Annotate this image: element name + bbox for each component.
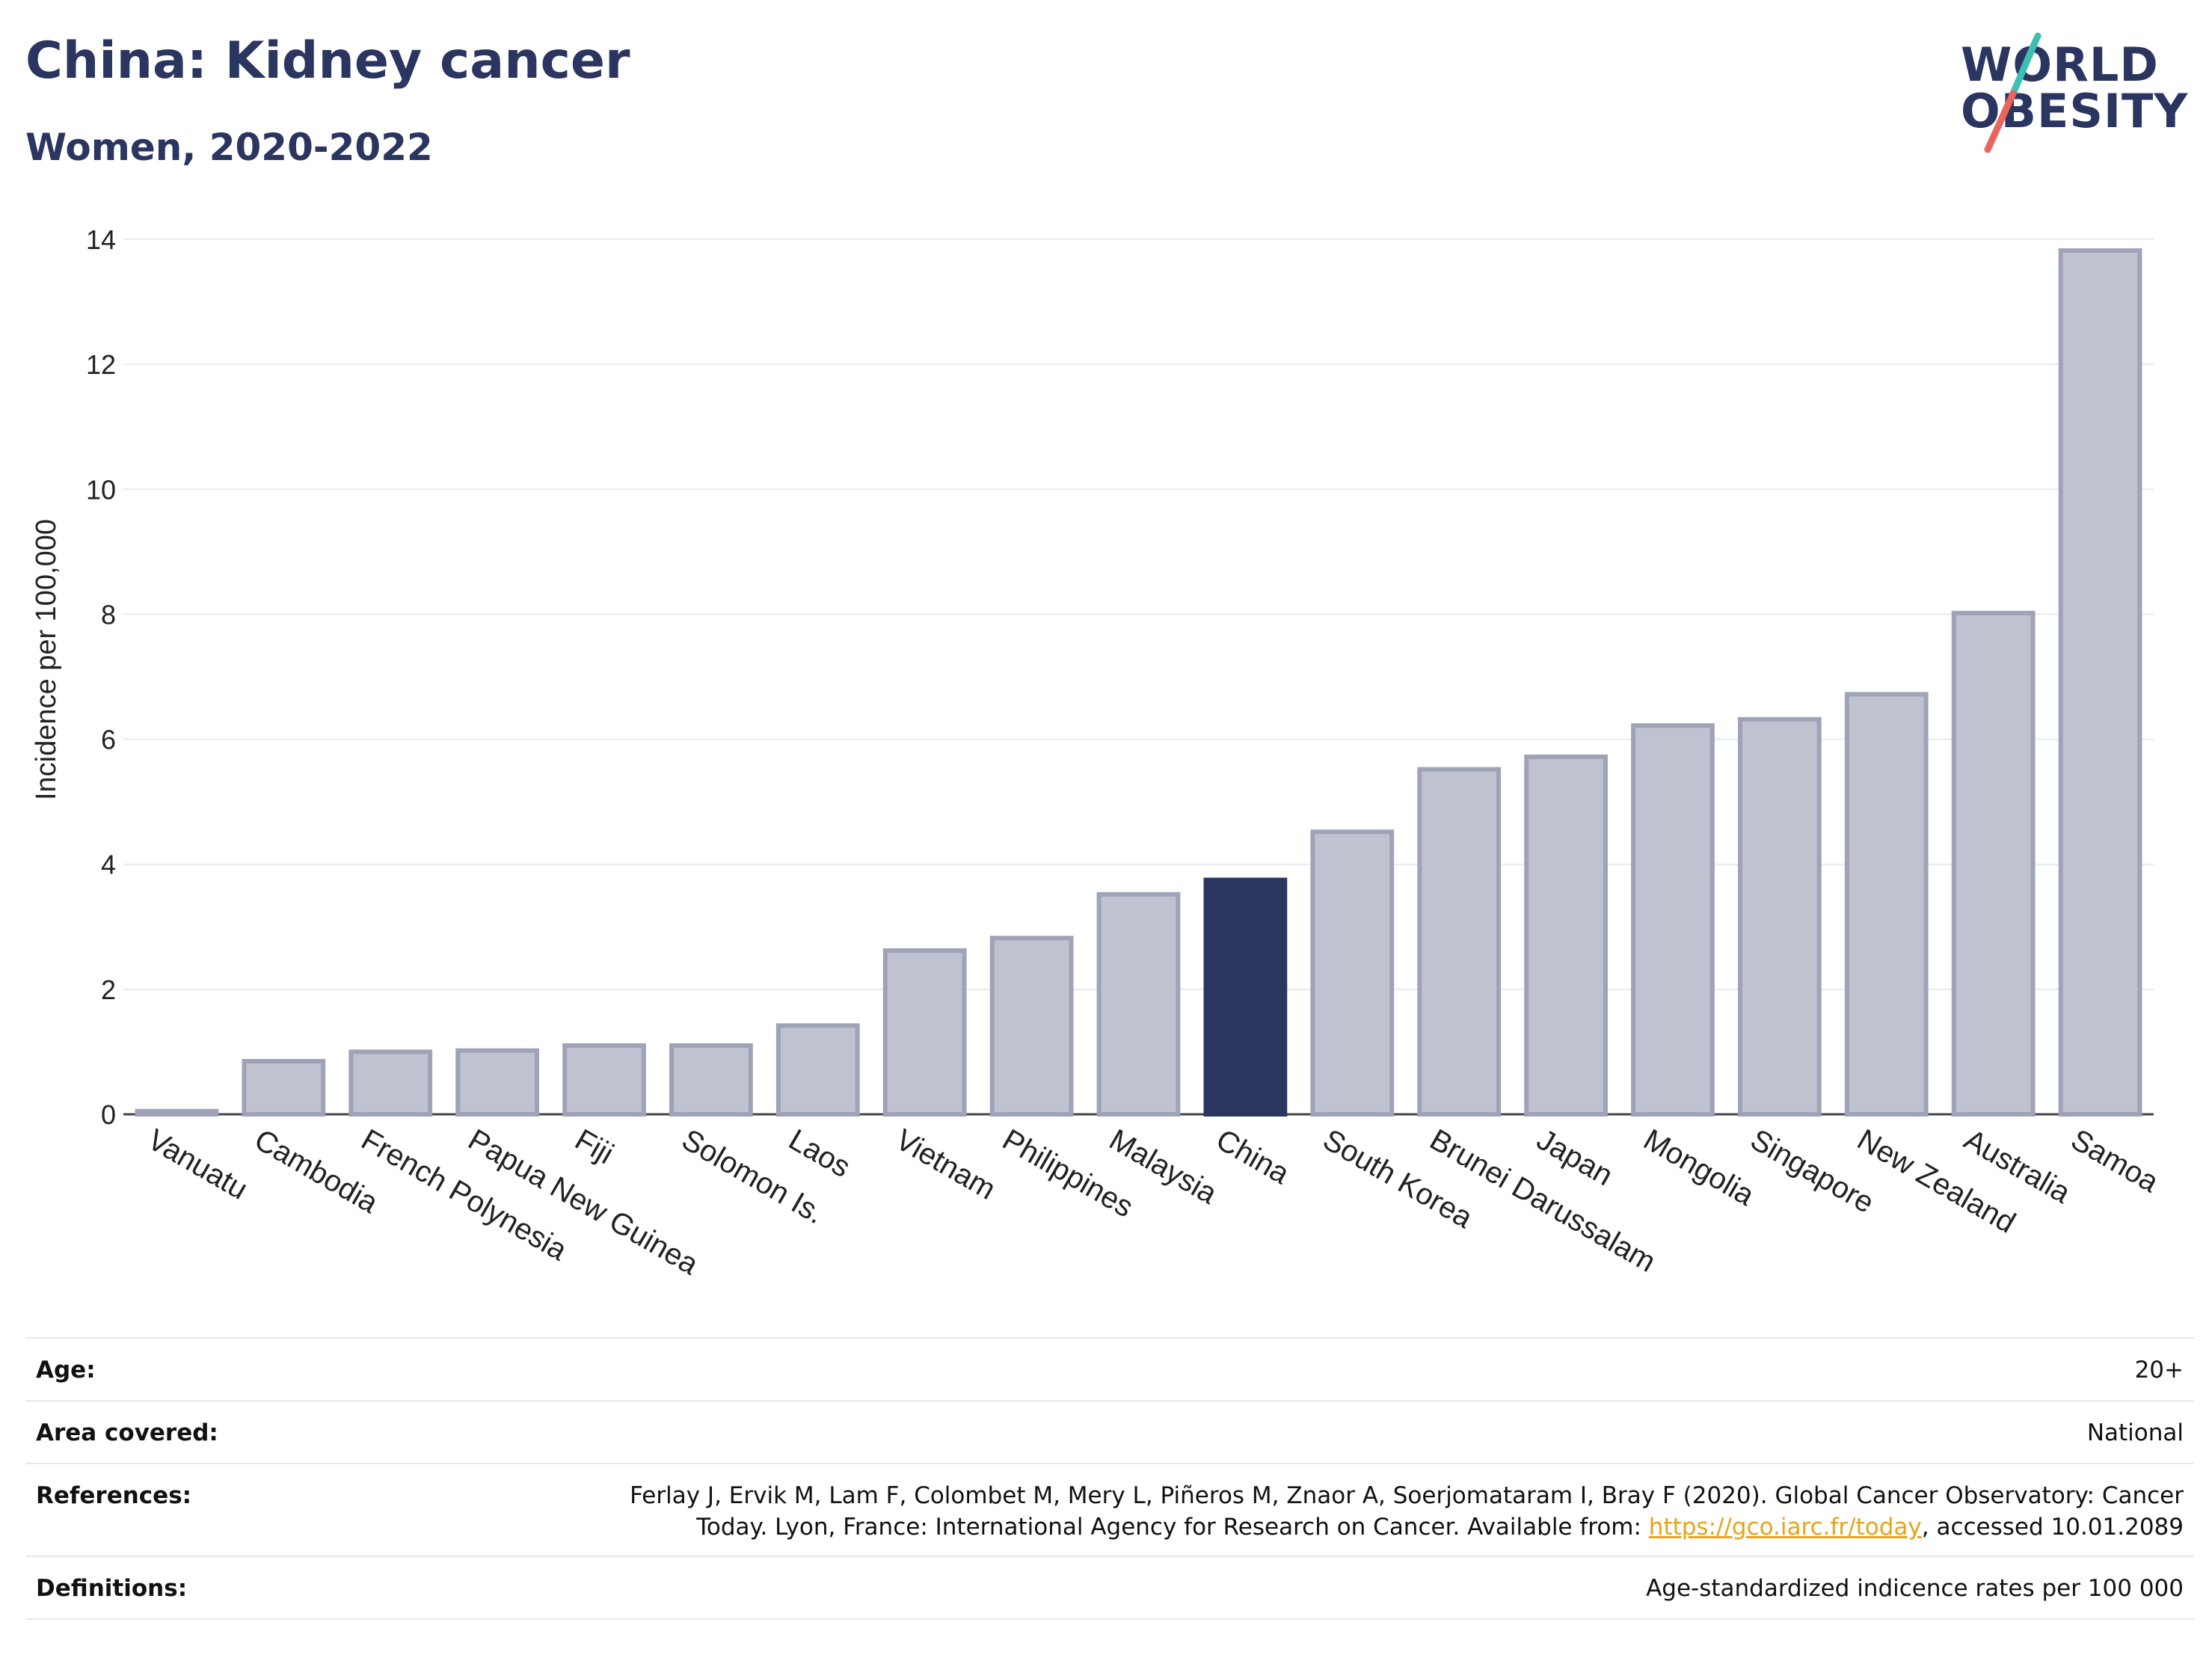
footer-value: National (2086, 1419, 2184, 1446)
chart-title: China: Kidney cancer (25, 31, 630, 90)
bar-brunei-darussalam (1417, 767, 1502, 1117)
footer-value: Age-standardized indicence rates per 100… (1646, 1575, 2184, 1602)
x-tick-label: Mongolia (1638, 1123, 1760, 1213)
bar-australia (1951, 610, 2036, 1117)
bar-south-korea (1310, 829, 1395, 1117)
footer-row-definitions: Definitions: Age-standardized indicence … (25, 1557, 2194, 1620)
y-tick-label: 6 (101, 725, 116, 755)
y-tick-label: 8 (101, 599, 116, 630)
reference-text: , accessed 10.01.2089 (1921, 1514, 2184, 1541)
footer-divider (25, 1556, 2194, 1557)
y-tick-label: 4 (101, 850, 116, 880)
x-tick-label: China (1211, 1123, 1295, 1191)
y-axis-label: Incidence per 100,000 (31, 519, 62, 800)
footer-value: Today. Lyon, France: International Agenc… (696, 1514, 2184, 1541)
bar-mongolia (1631, 723, 1715, 1117)
logo-slash-icon (1984, 32, 2042, 153)
bar-fiji (562, 1043, 646, 1117)
footer-divider (25, 1337, 2194, 1339)
bar-vanuatu (135, 1108, 219, 1117)
reference-link[interactable]: https://gco.iarc.fr/today (1648, 1514, 1922, 1541)
x-tick-label: Fiji (570, 1123, 619, 1171)
footer-row-age: Age: 20+ (25, 1339, 2194, 1401)
chart-subtitle: Women, 2020-2022 (25, 126, 433, 169)
footer-value: 20+ (2134, 1357, 2184, 1384)
bar-china (1203, 877, 1288, 1117)
reference-text: Today. Lyon, France: International Agenc… (696, 1514, 1649, 1541)
x-tick-label: Laos (783, 1123, 855, 1184)
footer-label: References: (36, 1482, 192, 1509)
y-tick-label: 12 (86, 349, 116, 380)
footer-label: Area covered: (36, 1419, 218, 1446)
logo-text-line1: WORLD (1961, 37, 2159, 92)
bar-japan (1524, 754, 1608, 1117)
bar-french-polynesia (348, 1049, 433, 1117)
bar-malaysia (1096, 891, 1181, 1117)
bar-singapore (1737, 716, 1822, 1117)
x-tick-label: Samoa (2065, 1123, 2164, 1200)
y-tick-label: 14 (86, 224, 116, 255)
footer-row-references: References: Ferlay J, Ervik M, Lam F, Co… (25, 1464, 2194, 1557)
footer-divider (25, 1463, 2194, 1464)
footer-label: Age: (36, 1357, 96, 1384)
y-tick-label: 10 (86, 474, 116, 505)
y-tick-labels: 0 2 4 6 8 10 12 14 (86, 224, 116, 1130)
bar-papua-new-guinea (455, 1048, 540, 1117)
bar-laos (775, 1023, 860, 1117)
footer-value: Ferlay J, Ervik M, Lam F, Colombet M, Me… (630, 1482, 2184, 1509)
bar-samoa (2058, 248, 2142, 1117)
footer-divider (25, 1400, 2194, 1401)
x-tick-label: Japan (1531, 1123, 1618, 1193)
bars (135, 248, 2142, 1117)
bar-philippines (989, 936, 1074, 1117)
footer-row-area: Area covered: National (25, 1401, 2194, 1464)
bar-solomon-is- (669, 1043, 753, 1117)
bar-cambodia (242, 1058, 326, 1117)
x-tick-label: Vanuatu (142, 1123, 253, 1206)
y-tick-label: 0 (101, 1099, 116, 1130)
footer-divider (25, 1618, 2194, 1620)
y-tick-label: 2 (101, 974, 116, 1005)
footer-label: Definitions: (36, 1575, 188, 1602)
bar-vietnam (882, 948, 967, 1117)
x-tick-label: Vietnam (890, 1123, 1001, 1206)
bar-new-zealand (1844, 692, 1929, 1117)
